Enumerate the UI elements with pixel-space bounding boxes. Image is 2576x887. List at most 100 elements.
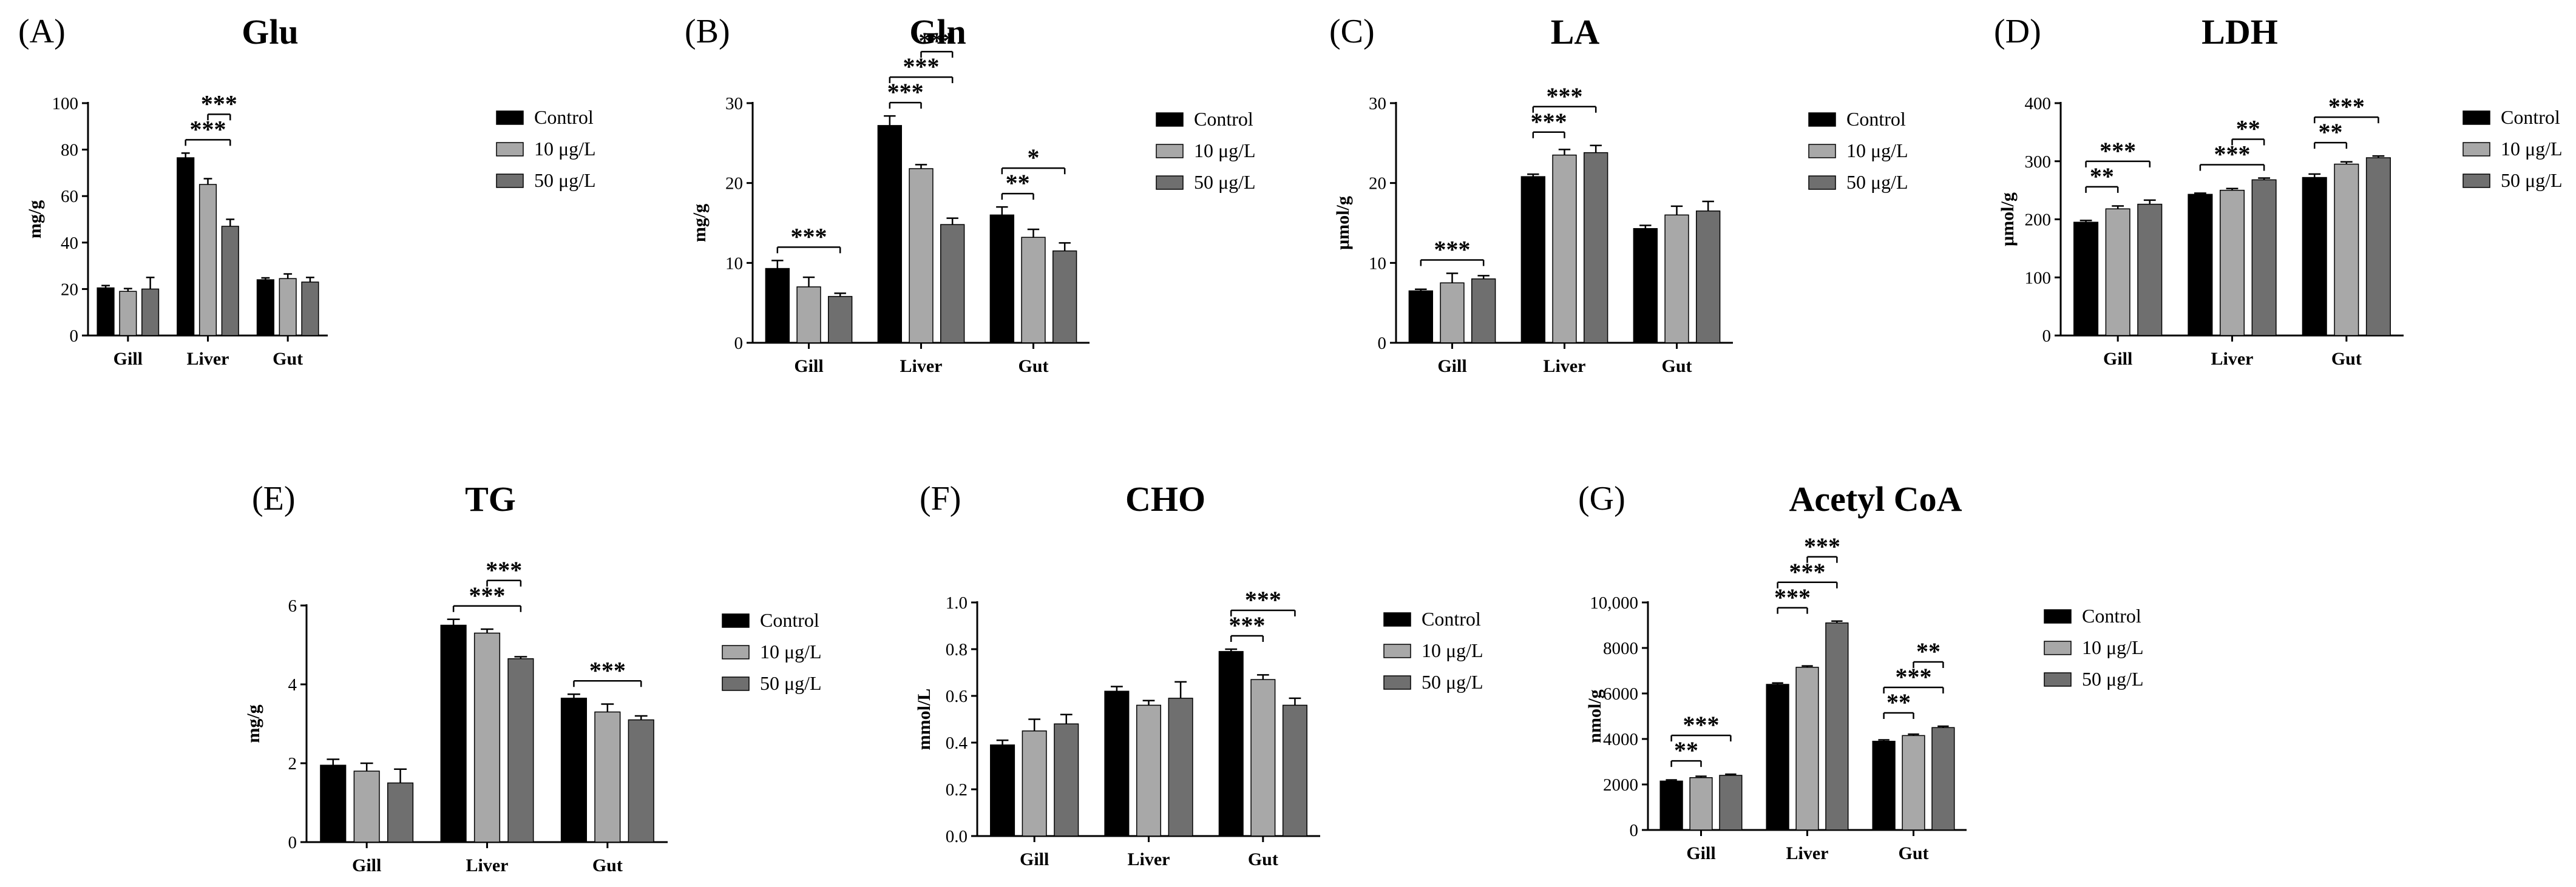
significance-label: *** xyxy=(2100,137,2136,164)
chart-title: LDH xyxy=(2201,12,2278,52)
legend-label: Control xyxy=(534,106,594,128)
y-tick-label: 30 xyxy=(725,94,743,113)
y-axis-label: mg/g xyxy=(25,200,45,238)
legend-label: 50 μg/L xyxy=(1846,171,1908,193)
significance-label: *** xyxy=(1229,612,1266,639)
bar xyxy=(2365,157,2391,336)
bar xyxy=(827,295,853,343)
y-tick-label: 20 xyxy=(725,174,743,194)
legend-swatch xyxy=(2044,672,2072,687)
bar xyxy=(796,286,821,343)
y-tick-label: 0.0 xyxy=(946,827,968,846)
legend-label: 10 μg/L xyxy=(2501,138,2563,160)
bar xyxy=(2302,177,2327,336)
bar xyxy=(1902,735,1925,831)
bar xyxy=(989,214,1015,343)
y-tick-label: 6000 xyxy=(1603,684,1638,704)
legend-swatch xyxy=(1156,175,1184,190)
legend-label: 50 μg/L xyxy=(534,169,596,191)
bar xyxy=(1052,250,1077,343)
y-tick-label: 0.4 xyxy=(946,734,968,753)
bar xyxy=(2105,208,2130,336)
bar xyxy=(1583,152,1608,343)
bar xyxy=(1440,282,1465,343)
panel-label: (F) xyxy=(920,480,961,518)
panel-label: (B) xyxy=(685,13,730,50)
bar xyxy=(177,157,195,336)
legend-label: 10 μg/L xyxy=(1194,140,1256,161)
legend-label: Control xyxy=(2082,605,2141,627)
bar xyxy=(1633,228,1658,343)
y-tick-label: 6 xyxy=(288,596,297,616)
y-tick-label: 0 xyxy=(1378,334,1387,353)
legend-label: Control xyxy=(1194,108,1253,130)
panel-label: (G) xyxy=(1578,480,1625,518)
bar xyxy=(765,268,790,343)
bar xyxy=(1282,704,1307,837)
x-tick-label: Liver xyxy=(1128,849,1170,869)
y-tick-label: 100 xyxy=(52,94,79,113)
significance-label: *** xyxy=(1683,711,1720,738)
bar xyxy=(198,184,217,336)
y-tick-label: 60 xyxy=(61,187,78,206)
y-tick-label: 80 xyxy=(61,141,78,160)
legend-swatch xyxy=(2462,142,2490,157)
bar xyxy=(2251,179,2277,336)
y-tick-label: 2000 xyxy=(1603,775,1638,795)
bar xyxy=(256,279,274,336)
legend-label: 50 μg/L xyxy=(2082,668,2144,690)
significance-label: ** xyxy=(2319,118,2343,146)
y-tick-label: 20 xyxy=(1369,174,1386,194)
bar xyxy=(877,125,903,343)
x-tick-label: Gut xyxy=(1248,849,1278,869)
chart-title: TG xyxy=(465,479,516,519)
legend-label: 50 μg/L xyxy=(760,672,822,694)
chart-panel-7: (G) Acetyl CoA nmol/g 0 2000 4000 6000 8000 10,0… xyxy=(1578,479,2144,863)
bar xyxy=(473,632,501,843)
legend-swatch xyxy=(2462,110,2490,125)
bar xyxy=(97,287,115,336)
bar xyxy=(940,224,965,343)
bar xyxy=(909,168,934,343)
y-tick-label: 0 xyxy=(734,334,744,353)
bar xyxy=(1659,780,1683,831)
bar xyxy=(279,278,297,336)
bar xyxy=(2188,194,2213,336)
x-tick-label: Gill xyxy=(1020,849,1049,869)
significance-label: * xyxy=(1028,144,1040,171)
y-tick-label: 200 xyxy=(2025,211,2052,230)
y-tick-label: 100 xyxy=(2025,268,2052,288)
panel-label: (A) xyxy=(18,13,66,50)
bar xyxy=(1520,176,1546,343)
bar xyxy=(1168,698,1193,837)
y-axis-label: μmol/g xyxy=(1333,196,1353,250)
legend-swatch xyxy=(722,645,750,659)
bar xyxy=(1872,741,1896,831)
y-tick-label: 40 xyxy=(61,234,78,253)
bar xyxy=(1825,622,1849,831)
y-tick-label: 0 xyxy=(2042,326,2052,346)
x-tick-label: Liver xyxy=(900,356,943,376)
y-tick-label: 2 xyxy=(288,754,297,774)
panel-label: (E) xyxy=(252,480,296,518)
significance-label: *** xyxy=(589,656,626,684)
legend-label: Control xyxy=(2501,106,2560,128)
bar xyxy=(387,782,414,843)
legend-swatch xyxy=(1156,112,1184,127)
bar xyxy=(1931,727,1955,831)
bar xyxy=(560,698,588,843)
x-tick-label: Liver xyxy=(1544,356,1586,376)
significance-label: *** xyxy=(1531,108,1567,135)
y-tick-label: 300 xyxy=(2025,152,2052,172)
significance-label: *** xyxy=(791,223,827,250)
bar xyxy=(1766,684,1789,831)
x-tick-label: Gut xyxy=(1018,356,1048,376)
y-tick-label: 30 xyxy=(1369,94,1386,113)
bar xyxy=(119,291,137,336)
panel-label: (D) xyxy=(1994,13,2041,50)
